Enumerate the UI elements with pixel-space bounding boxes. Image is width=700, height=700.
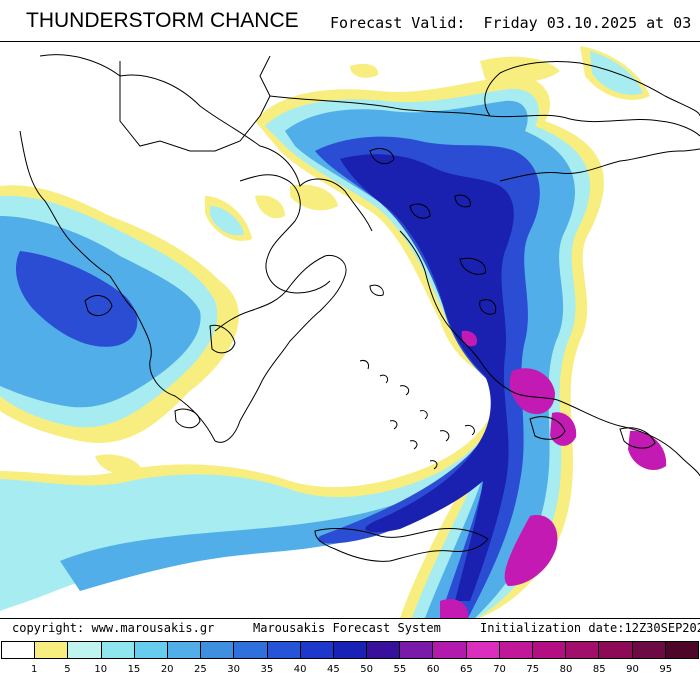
copyright-text: copyright: www.marousakis.gr [12,621,215,635]
legend-swatch [665,642,698,658]
legend-swatch [566,642,600,658]
legend-swatch [599,642,633,658]
legend-swatch [466,642,500,658]
system-name: Marousakis Forecast System [253,621,441,635]
legend-label: 35 [260,664,274,675]
legend-label: 5 [64,664,71,675]
legend-swatch [367,642,401,658]
legend-label: 45 [327,664,340,675]
legend-label: 80 [559,664,573,675]
legend-label: 25 [194,664,207,675]
legend-color-bar [1,641,699,659]
legend-swatch [632,642,666,658]
forecast-valid: Forecast Valid: Friday 03.10.2025 at 03 … [330,14,700,32]
legend-labels: 1 5 10 15 20 25 30 35 40 45 50 55 60 65 70 75 80 85 90 95 [0,664,700,680]
legend-swatch [400,642,434,658]
legend-swatch [499,642,533,658]
legend-label: 40 [293,664,307,675]
legend-swatch [134,642,168,658]
legend-swatch [201,642,235,658]
legend-label: 1 [31,664,38,675]
legend-swatch [167,642,202,658]
legend-label: 60 [426,664,440,675]
coastlines [19,54,700,562]
legend-swatch [35,642,69,658]
legend-label: 95 [659,664,673,675]
legend-swatch [533,642,567,658]
legend-label: 90 [626,664,639,675]
legend-label: 30 [227,664,241,675]
map-header: THUNDERSTORM CHANCE Forecast Valid: Frid… [0,0,700,42]
map-canvas [0,46,700,618]
legend-swatch [2,642,36,658]
legend-label: 85 [592,664,606,675]
legend-label: 65 [459,664,473,675]
legend-swatch [333,642,368,658]
legend-label: 50 [360,664,373,675]
legend-swatch [101,642,135,658]
legend-label: 70 [493,664,506,675]
legend-swatch [68,642,102,658]
legend-label: 55 [393,664,407,675]
forecast-map [0,41,700,619]
legend-label: 10 [94,664,108,675]
forecast-valid-label: Forecast Valid: [330,14,466,32]
map-footer: copyright: www.marousakis.gr Marousakis … [0,618,700,638]
initialization-date: Initialization date:12Z30SEP2025 [480,621,700,635]
legend-label: 20 [160,664,174,675]
forecast-valid-value: Friday 03.10.2025 at 03 UTC [483,14,692,32]
legend-swatch [300,642,334,658]
color-legend: 1 5 10 15 20 25 30 35 40 45 50 55 60 65 70 75 80 85 90 95 [0,640,700,700]
map-title: THUNDERSTORM CHANCE [26,9,299,32]
legend-label: 75 [526,664,540,675]
chance-55-band [340,154,514,601]
legend-swatch [433,642,467,658]
legend-swatch [234,642,268,658]
legend-swatch [267,642,301,658]
legend-label: 15 [127,664,141,675]
